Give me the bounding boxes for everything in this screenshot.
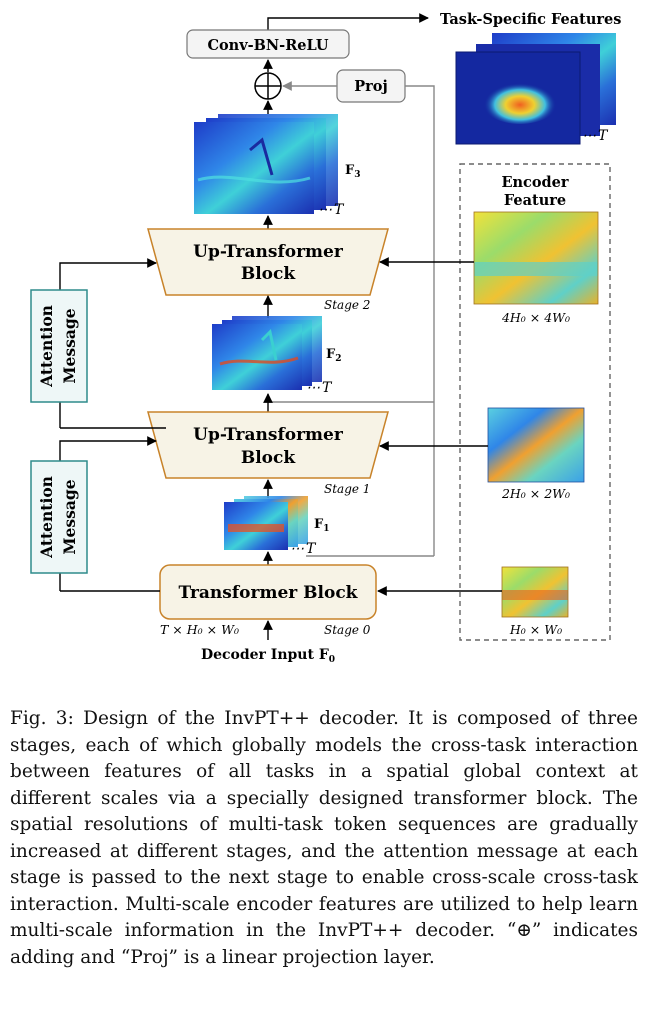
- up-block-stage2-line2: Block: [241, 264, 297, 284]
- encoder-feature-2x: [487, 407, 585, 483]
- proj-label: Proj: [354, 78, 387, 95]
- conv-bn-relu-label: Conv-BN-ReLU: [207, 37, 328, 54]
- output-arrow: [267, 13, 429, 30]
- input-dims-label: T × H₀ × W₀: [160, 622, 239, 637]
- task-t: T: [598, 128, 609, 144]
- enc-scale-1-label: H₀ × W₀: [509, 622, 562, 637]
- transformer-block-label: Transformer Block: [179, 583, 359, 603]
- task-ellipsis: ⋯: [582, 128, 596, 144]
- f3-label: F3: [345, 163, 361, 180]
- task-t-label: ⋯ T: [582, 128, 609, 144]
- attention-upper-line1: Attention: [37, 305, 56, 388]
- stage2-label: Stage 2: [324, 298, 370, 312]
- encoder-title-line1: Encoder: [501, 174, 568, 191]
- f3-feature-maps: [194, 114, 338, 214]
- stage1-label: Stage 1: [324, 482, 370, 496]
- attention-lower-line1: Attention: [37, 476, 56, 559]
- attention-lower-line2: Message: [60, 479, 79, 554]
- attention-upper-line2: Message: [60, 308, 79, 383]
- f1-label: F1: [314, 517, 330, 534]
- f1-t-label: ⋯ T: [290, 541, 317, 557]
- decoder-input-label: Decoder Input F0: [201, 647, 335, 665]
- up-transformer-block-stage2: [147, 228, 389, 296]
- task-specific-feature-maps: [455, 33, 616, 145]
- f2-label: F2: [326, 347, 342, 364]
- up-block-stage1-line1: Up-Transformer: [193, 425, 344, 445]
- figure-caption: Fig. 3: Design of the InvPT++ decoder. I…: [10, 708, 638, 968]
- encoder-feature-4x: [473, 211, 599, 305]
- encoder-feature-1x: [501, 566, 569, 618]
- add-operator: [254, 72, 282, 100]
- f2-t-label: ⋯ T: [306, 380, 333, 396]
- transformer-block-stage0: [159, 564, 377, 620]
- conv-bn-relu-box: [186, 29, 350, 59]
- encoder-title-line2: Feature: [504, 192, 566, 209]
- f1-feature-maps: [224, 496, 308, 550]
- up-block-stage2-line1: Up-Transformer: [193, 242, 344, 262]
- attention-message-box-upper: [30, 289, 88, 403]
- skip-connection-line: [405, 85, 435, 556]
- encoder-feature-panel: [459, 163, 611, 641]
- f3-t-label: ⋯ T: [318, 202, 345, 218]
- up-block-stage1-line2: Block: [241, 448, 297, 468]
- decoder-diagram: Task-Specific Features ⋯ T Conv-BN-ReLU P…: [30, 11, 621, 665]
- up-transformer-block-stage1: [147, 411, 389, 479]
- f2-feature-maps: [212, 316, 322, 390]
- stage0-label: Stage 0: [324, 623, 371, 637]
- enc-scale-2-label: 2H₀ × 2W₀: [501, 486, 570, 501]
- enc-scale-4-label: 4H₀ × 4W₀: [501, 310, 570, 325]
- task-features-label: Task-Specific Features: [440, 11, 621, 28]
- attention-message-box-lower: [30, 460, 88, 574]
